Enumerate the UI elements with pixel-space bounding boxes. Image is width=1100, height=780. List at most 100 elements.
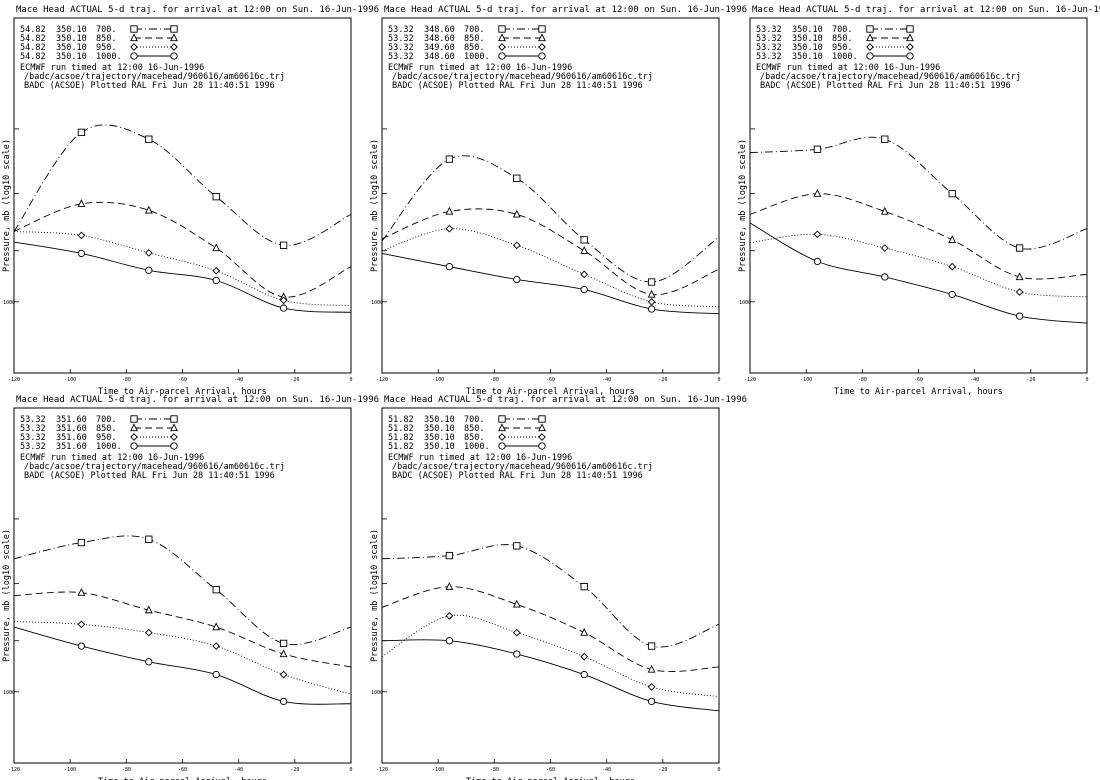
plotted-line: BADC (ACSOE) Plotted RAL Fri Jun 28 11:4… bbox=[392, 471, 643, 481]
x-tick-label: -120 bbox=[376, 377, 388, 383]
data-point bbox=[212, 276, 220, 285]
data-point bbox=[144, 205, 153, 214]
series-line-850 bbox=[13, 201, 352, 298]
x-tick-label: -120 bbox=[8, 767, 20, 773]
series-line-950 bbox=[381, 228, 720, 308]
legend-lon: 350.10 bbox=[792, 25, 823, 35]
x-tick-label: 0 bbox=[717, 377, 720, 383]
series-line-950 bbox=[13, 621, 352, 695]
legend-marker bbox=[538, 423, 546, 432]
legend-marker bbox=[538, 433, 546, 441]
data-point bbox=[513, 650, 521, 658]
ecmwf-run-line: ECMWF run timed at 12:00 16-Jun-1996 bbox=[20, 63, 204, 73]
data-point bbox=[279, 304, 288, 312]
legend-lon: 349.60 bbox=[424, 43, 455, 53]
data-point bbox=[580, 583, 588, 591]
legend-marker bbox=[498, 423, 506, 432]
legend-marker bbox=[170, 52, 178, 60]
ecmwf-run-line: ECMWF run timed at 12:00 16-Jun-1996 bbox=[20, 453, 204, 463]
data-point bbox=[880, 206, 889, 215]
data-point bbox=[279, 649, 288, 658]
legend-marker bbox=[538, 25, 546, 33]
x-tick-label: -20 bbox=[1026, 377, 1035, 383]
legend-lon: 350.10 bbox=[792, 43, 823, 53]
legend-lat: 54.82 bbox=[20, 34, 46, 44]
x-tick-label: -120 bbox=[8, 377, 20, 383]
legend-marker bbox=[906, 33, 914, 42]
x-tick-label: -40 bbox=[602, 767, 611, 773]
legend-level: 700. bbox=[464, 25, 484, 35]
data-point bbox=[144, 249, 153, 257]
trajectory-path-line: /badc/acsoe/trajectory/macehead/960616/a… bbox=[24, 72, 285, 82]
trajectory-panel: Mace Head ACTUAL 5-d traj. for arrival a… bbox=[2, 5, 379, 397]
legend-marker bbox=[170, 43, 178, 51]
legend-lat: 54.82 bbox=[20, 43, 46, 53]
legend-marker bbox=[866, 33, 874, 42]
data-point bbox=[948, 290, 956, 299]
legend-lon: 348.60 bbox=[424, 25, 455, 35]
data-point bbox=[948, 262, 957, 271]
data-point bbox=[881, 135, 889, 143]
x-tick-label: -20 bbox=[658, 377, 667, 383]
x-tick-label: -20 bbox=[290, 377, 299, 383]
panel-title: Mace Head ACTUAL 5-d traj. for arrival a… bbox=[752, 5, 1100, 15]
x-axis-label: Time to Air-parcel Arrival, hours bbox=[98, 777, 267, 780]
legend-lat: 53.32 bbox=[20, 433, 46, 443]
series-line-950 bbox=[749, 233, 1088, 298]
legend-marker bbox=[906, 43, 914, 51]
y-axis-label: Pressure, mb (log10 scale) bbox=[370, 529, 380, 662]
x-tick-label: 0 bbox=[1085, 377, 1088, 383]
x-tick-label: -120 bbox=[376, 767, 388, 773]
series-line-950 bbox=[381, 614, 720, 698]
y-tick-label: 1000 bbox=[371, 300, 383, 306]
legend-level: 1000. bbox=[464, 442, 490, 452]
data-point bbox=[212, 622, 221, 631]
legend-lat: 53.32 bbox=[756, 52, 782, 62]
legend-lat: 54.82 bbox=[20, 25, 46, 35]
data-point bbox=[647, 664, 656, 673]
data-point bbox=[647, 642, 656, 650]
series-line-1000 bbox=[381, 252, 720, 315]
legend-lat: 53.32 bbox=[388, 52, 414, 62]
legend-marker bbox=[170, 33, 178, 42]
panel-title: Mace Head ACTUAL 5-d traj. for arrival a… bbox=[16, 5, 379, 15]
data-point bbox=[580, 670, 588, 679]
x-axis-label: Time to Air-parcel Arrival, hours bbox=[98, 387, 267, 397]
x-tick-label: -100 bbox=[64, 767, 76, 773]
x-tick-label: -40 bbox=[234, 377, 243, 383]
legend-marker bbox=[906, 52, 914, 60]
x-tick-label: -60 bbox=[914, 377, 923, 383]
series-line-700 bbox=[13, 535, 352, 646]
data-point bbox=[212, 266, 221, 275]
y-tick-label: 1000 bbox=[3, 690, 15, 696]
series-line-700 bbox=[749, 136, 1088, 250]
trajectory-panel: Mace Head ACTUAL 5-d traj. for arrival a… bbox=[738, 5, 1100, 397]
data-point bbox=[77, 587, 86, 596]
legend-level: 850. bbox=[464, 424, 484, 434]
data-point bbox=[647, 278, 656, 286]
x-tick-label: -80 bbox=[858, 377, 867, 383]
series-line-1000 bbox=[749, 222, 1088, 324]
data-point bbox=[445, 551, 454, 560]
legend-marker bbox=[130, 33, 138, 42]
legend-lon: 350.10 bbox=[56, 34, 87, 44]
series-line-1000 bbox=[13, 241, 352, 313]
x-tick-label: -120 bbox=[744, 377, 756, 383]
legend-lat: 53.32 bbox=[20, 442, 46, 452]
legend-level: 950. bbox=[96, 433, 116, 443]
data-point bbox=[813, 188, 822, 197]
data-point bbox=[145, 658, 153, 666]
legend-marker bbox=[866, 25, 874, 33]
legend-marker bbox=[130, 415, 138, 423]
plotted-line: BADC (ACSOE) Plotted RAL Fri Jun 28 11:4… bbox=[24, 81, 275, 91]
data-point bbox=[279, 241, 288, 249]
legend-lat: 53.32 bbox=[20, 415, 46, 425]
series-line-1000 bbox=[13, 626, 352, 705]
x-tick-label: 0 bbox=[349, 377, 352, 383]
trajectory-path-line: /badc/acsoe/trajectory/macehead/960616/a… bbox=[392, 72, 653, 82]
legend-marker bbox=[498, 442, 506, 450]
legend-level: 700. bbox=[832, 25, 852, 35]
legend-lat: 53.32 bbox=[756, 43, 782, 53]
legend-level: 700. bbox=[96, 415, 116, 425]
legend-lon: 350.10 bbox=[424, 424, 455, 434]
